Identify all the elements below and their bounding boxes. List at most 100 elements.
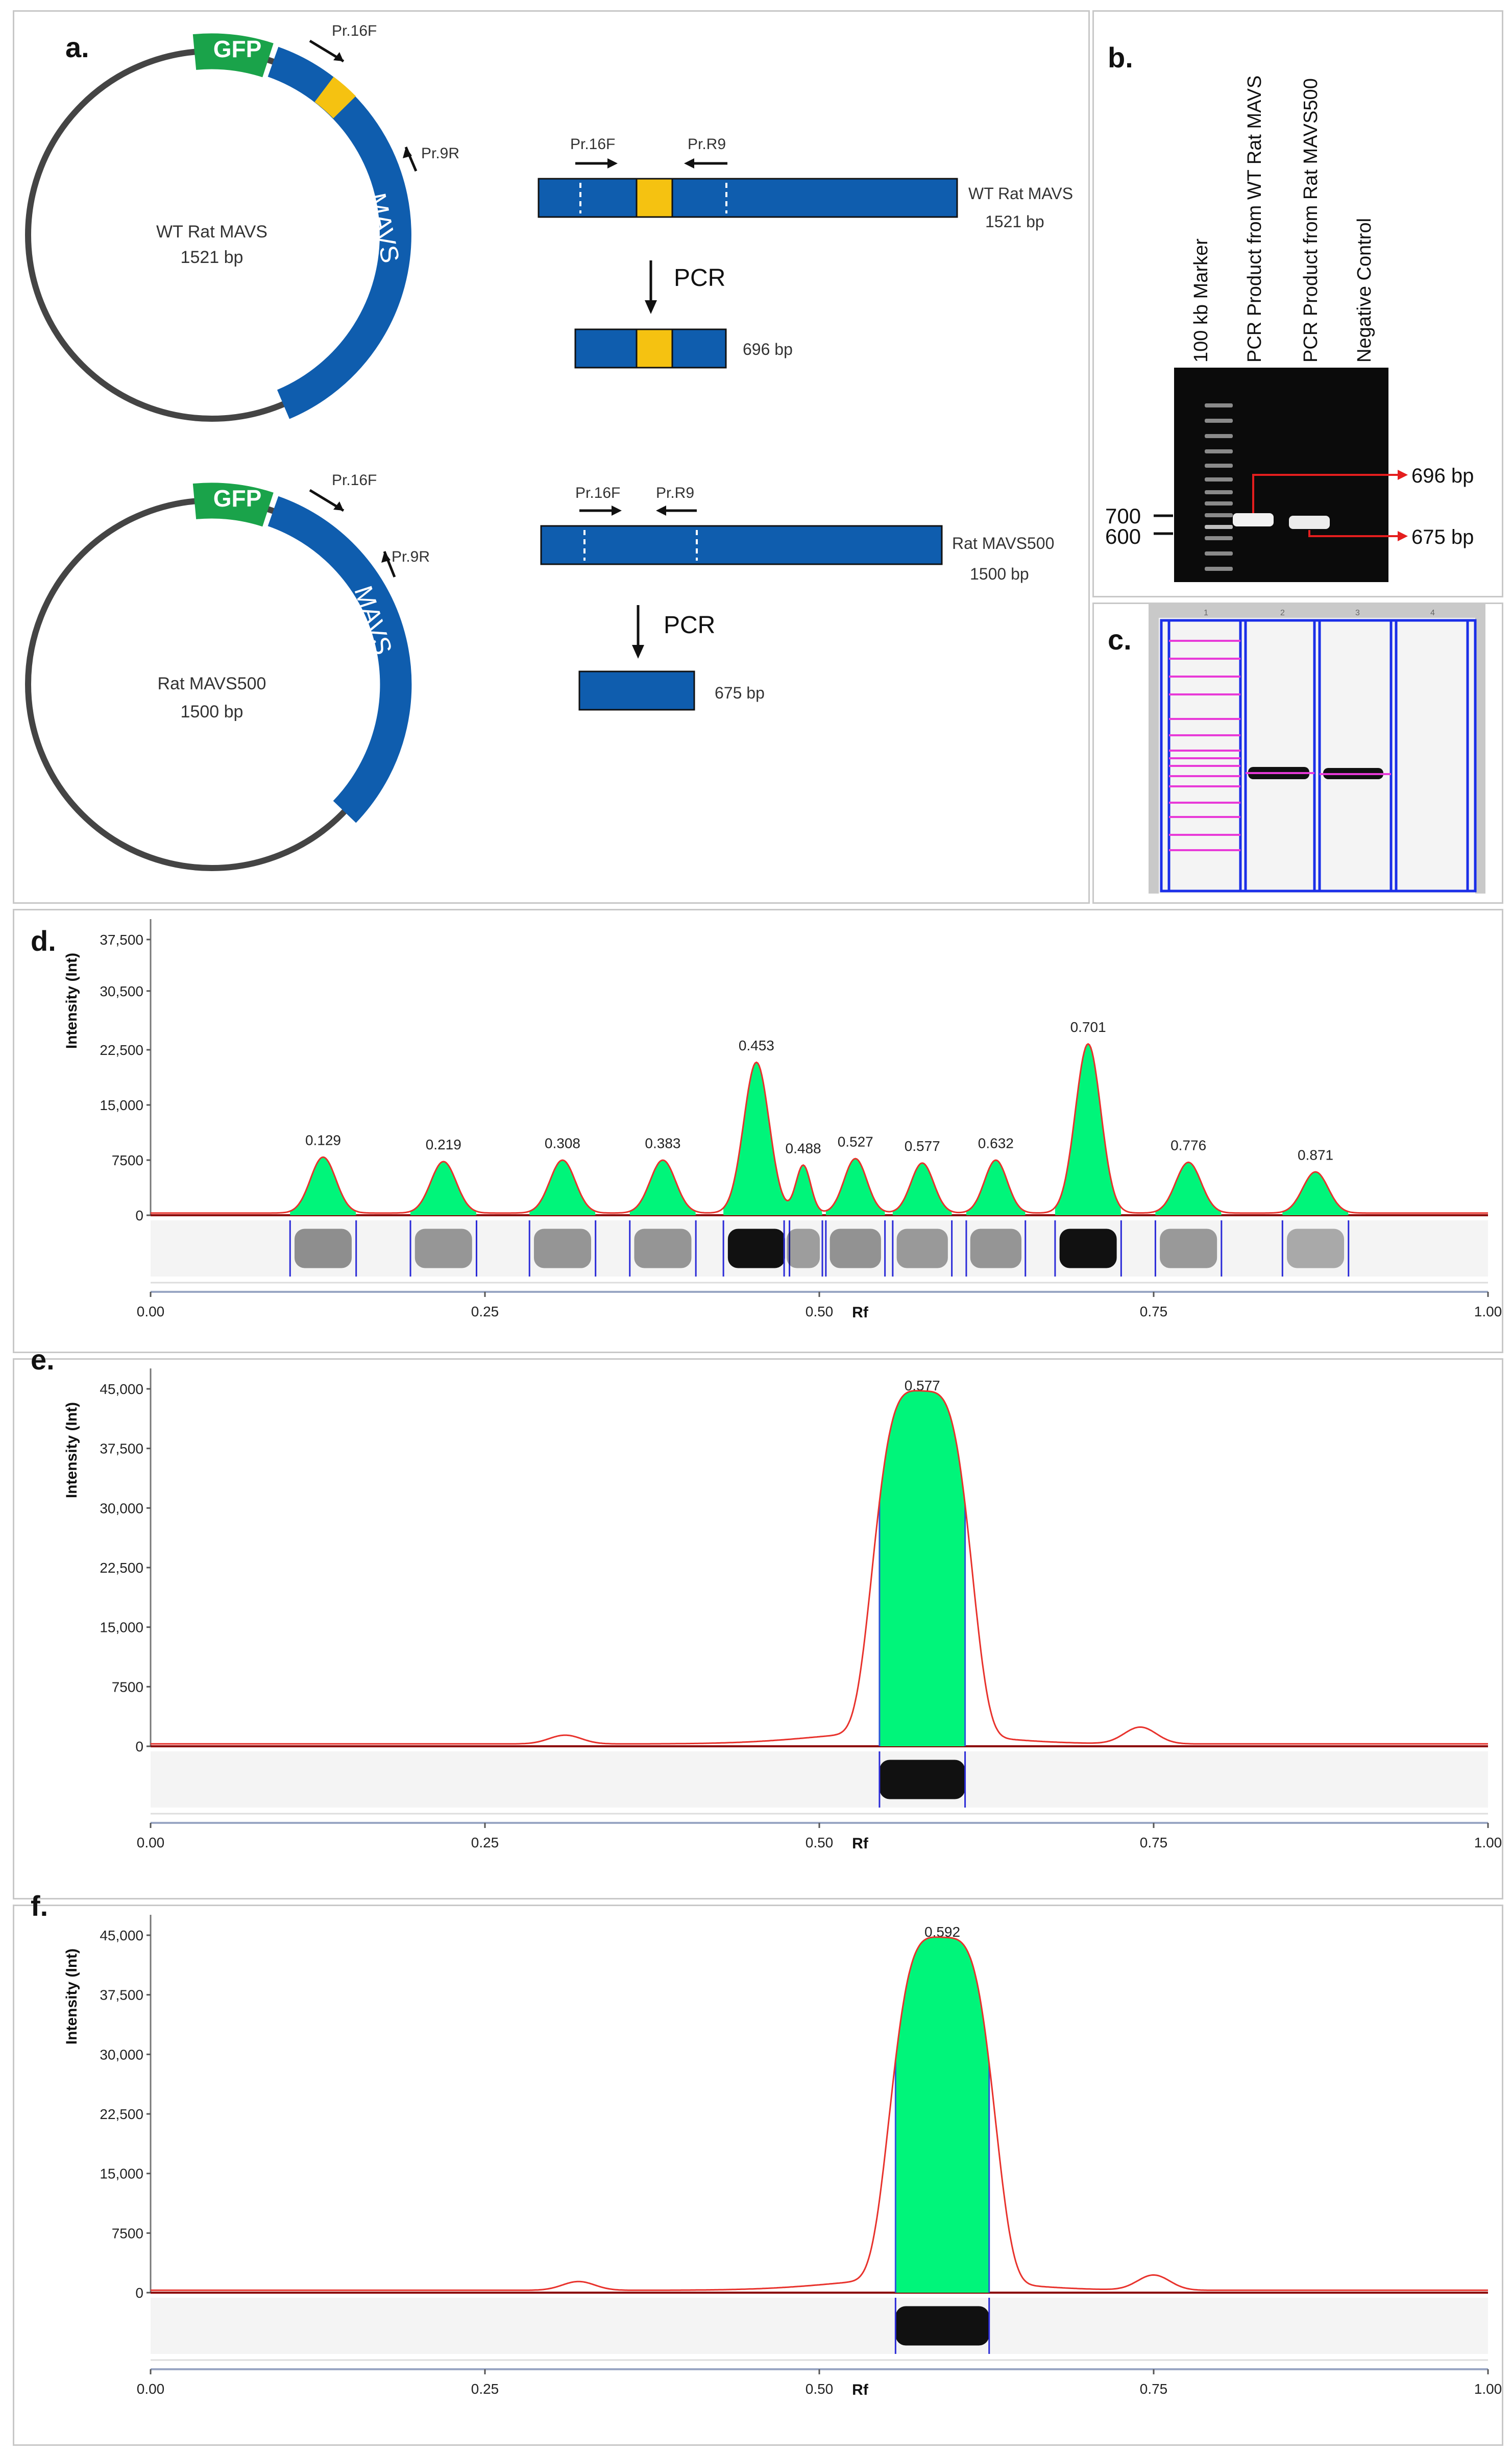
- plasmid1-fwd-label: Pr.16F: [332, 22, 377, 39]
- intensity-curve: [151, 1390, 1488, 1745]
- svg-text:Rat MAVS500: Rat MAVS500: [952, 534, 1054, 552]
- peak-label: 0.488: [786, 1140, 821, 1156]
- lane-label-wt: PCR Product from WT Rat MAVS: [1244, 76, 1265, 363]
- panel-f-label: f.: [31, 1890, 48, 1922]
- panel-d-label: d.: [31, 925, 56, 957]
- ladder-band: [1205, 490, 1233, 494]
- y-tick-label: 37,500: [100, 932, 143, 948]
- y-tick-label: 30,000: [100, 2047, 143, 2062]
- lane-strip: [151, 1220, 1488, 1277]
- svg-text:PCR: PCR: [674, 264, 725, 292]
- y-tick-label: 0: [135, 1208, 143, 1223]
- ladder-band: [1205, 525, 1233, 529]
- intensity-curve: [151, 1043, 1488, 1214]
- svg-text:696 bp: 696 bp: [743, 340, 793, 358]
- y-tick-label: 22,500: [100, 2106, 143, 2122]
- svg-text:PCR: PCR: [664, 612, 715, 639]
- intensity-curve: [151, 1936, 1488, 2291]
- x-tick-label: 0.25: [471, 1835, 499, 1850]
- svg-text:1: 1: [1204, 609, 1208, 617]
- y-tick-label: 15,000: [100, 2166, 143, 2182]
- peak-area: [895, 1937, 989, 2293]
- svg-text:Pr.R9: Pr.R9: [688, 136, 726, 153]
- y-tick-label: 22,500: [100, 1560, 143, 1576]
- lane-band: [970, 1229, 1021, 1268]
- construct-wt-rat-mavs: Pr.16F Pr.R9 WT Rat MAVS 1521 bp PCR 696…: [538, 136, 1073, 369]
- ladder-band: [1205, 403, 1233, 407]
- svg-text:WT Rat MAVS: WT Rat MAVS: [968, 184, 1073, 203]
- construct-rat-mavs500: Pr.16F Pr.R9 Rat MAVS500 1500 bp PCR 675…: [540, 485, 1054, 711]
- peak-area: [629, 1160, 696, 1215]
- x-tick-label: 0.75: [1140, 1304, 1168, 1319]
- svg-text:4: 4: [1430, 609, 1435, 617]
- marker-600: 600: [1105, 524, 1141, 548]
- chart-d-densitometry: 0 7500 15,000 22,500 30,500 37,500 Intensity (…: [63, 919, 1502, 1321]
- lane-strip: [151, 2298, 1488, 2354]
- ladder-band: [1205, 449, 1233, 453]
- plasmid2-gfp-label: GFP: [213, 485, 262, 512]
- y-tick-label: 37,500: [100, 1987, 143, 2003]
- peak-label: 0.129: [305, 1133, 341, 1148]
- panel-e-label: e.: [31, 1343, 55, 1376]
- y-tick-label: 30,000: [100, 1500, 143, 1516]
- peak-label: 0.871: [1298, 1147, 1333, 1163]
- peak-label: 0.308: [545, 1135, 580, 1151]
- ladder-band: [1205, 477, 1233, 482]
- ladder-band: [1205, 536, 1233, 540]
- plasmid-wt-rat-mavs: GFP MAVS WT Rat MAVS 1521 bp Pr.16F Pr.9…: [25, 22, 459, 422]
- x-tick-label: 0.25: [471, 1304, 499, 1319]
- lane-band: [1287, 1229, 1345, 1268]
- lane-band: [1160, 1229, 1217, 1268]
- svg-text:Pr.R9: Pr.R9: [656, 485, 694, 501]
- lane-band: [634, 1229, 692, 1268]
- svg-text:Pr.16F: Pr.16F: [570, 136, 615, 153]
- peak-label: 0.453: [739, 1038, 774, 1053]
- peak-area: [892, 1163, 952, 1215]
- panel-e: [13, 1358, 1503, 1899]
- x-tick-label: 1.00: [1474, 2381, 1502, 2397]
- peak-label: 0.577: [905, 1138, 940, 1154]
- x-tick-label: 0.00: [137, 2381, 165, 2397]
- x-tick-label: 1.00: [1474, 1304, 1502, 1319]
- x-tick-label: 0.00: [137, 1304, 165, 1319]
- x-axis-label: Rf: [852, 2381, 869, 2398]
- plasmid1-gfp-label: GFP: [213, 36, 262, 62]
- band-wt: [1233, 513, 1274, 526]
- peak-area: [723, 1062, 790, 1215]
- lane-band: [787, 1229, 820, 1268]
- band-696: 696 bp: [1411, 465, 1474, 487]
- band-675: 675 bp: [1411, 526, 1474, 548]
- lane-band: [533, 1229, 591, 1268]
- ladder-band: [1205, 567, 1233, 571]
- lane-band: [830, 1229, 881, 1268]
- svg-text:1500 bp: 1500 bp: [970, 565, 1029, 583]
- marker-700: 700: [1105, 504, 1141, 528]
- x-tick-label: 0.25: [471, 2381, 499, 2397]
- ladder-band: [1205, 434, 1233, 438]
- peak-area: [784, 1165, 823, 1215]
- peak-area: [966, 1160, 1026, 1215]
- peak-area: [410, 1161, 477, 1215]
- lane-band: [896, 1229, 948, 1268]
- panel-a-label: a.: [65, 31, 89, 63]
- x-axis-label: Rf: [852, 1304, 869, 1321]
- chart-e-densitometry: 0 7500 15,000 22,500 30,000 37,500 45,000 Inten…: [63, 1368, 1502, 1852]
- ladder-band: [1205, 464, 1233, 468]
- lane-label-negative: Negative Control: [1354, 218, 1375, 363]
- x-tick-label: 0.75: [1140, 1835, 1168, 1850]
- svg-text:1521 bp: 1521 bp: [985, 212, 1044, 231]
- y-tick-label: 22,500: [100, 1042, 143, 1058]
- peak-area: [879, 1390, 965, 1746]
- lane-strip: [151, 1751, 1488, 1808]
- band-mavs500: [1289, 516, 1330, 529]
- x-tick-label: 0.00: [137, 1835, 165, 1850]
- y-tick-label: 45,000: [100, 1928, 143, 1943]
- plasmid1-rev-label: Pr.9R: [421, 145, 459, 162]
- peak-label: 0.527: [838, 1134, 873, 1149]
- peak-area: [1282, 1172, 1349, 1215]
- y-tick-label: 15,000: [100, 1620, 143, 1635]
- plasmid2-fwd-label: Pr.16F: [332, 472, 377, 489]
- panel-b-gel: 100 kb Marker PCR Product from WT Rat MA…: [1105, 76, 1474, 582]
- lane-band: [727, 1229, 785, 1268]
- peak-area: [290, 1157, 356, 1215]
